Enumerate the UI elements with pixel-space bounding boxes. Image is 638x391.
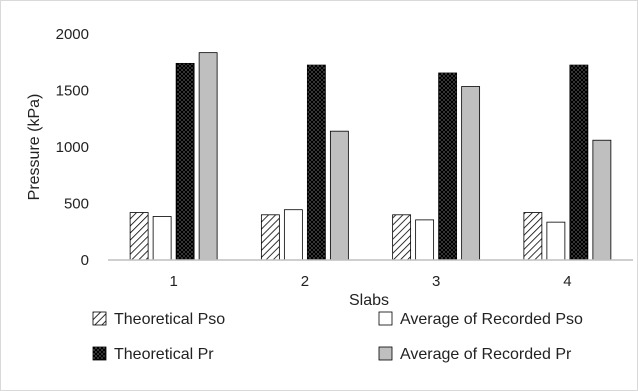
legend-label: Average of Recorded Pso bbox=[400, 311, 583, 328]
legend-label: Average of Recorded Pr bbox=[400, 346, 572, 363]
x-tick-label: 1 bbox=[169, 273, 177, 290]
bar-theoretical-pso-slab-3 bbox=[392, 214, 412, 261]
x-tick-labels: 1 2 3 4 bbox=[169, 273, 571, 290]
y-tick-label: 0 bbox=[81, 252, 89, 269]
bar-average-of-recorded-pr-slab-4 bbox=[592, 139, 612, 261]
legend-swatch-average-of-recorded-pr bbox=[378, 346, 393, 361]
bar-average-of-recorded-pr-slab-3 bbox=[461, 86, 481, 261]
legend: Theoretical Pso Average of Recorded Pso Th… bbox=[92, 311, 583, 363]
bar-average-of-recorded-pso-slab-3 bbox=[415, 219, 435, 261]
bar-average-of-recorded-pso-slab-1 bbox=[152, 216, 172, 261]
y-tick-label: 2000 bbox=[56, 26, 89, 43]
bars bbox=[129, 52, 612, 261]
x-tick-label: 3 bbox=[432, 273, 440, 290]
bar-theoretical-pr-slab-2 bbox=[306, 64, 326, 261]
bar-theoretical-pso-slab-4 bbox=[523, 212, 543, 261]
x-tick-label: 4 bbox=[563, 273, 571, 290]
bar-average-of-recorded-pso-slab-4 bbox=[546, 221, 566, 261]
bar-theoretical-pso-slab-1 bbox=[129, 212, 149, 261]
y-tick-label: 1500 bbox=[56, 83, 89, 100]
y-tick-label: 500 bbox=[64, 196, 89, 213]
legend-swatch-average-of-recorded-pso bbox=[378, 311, 393, 326]
y-tick-label: 1000 bbox=[56, 139, 89, 156]
x-axis-title: Slabs bbox=[349, 292, 389, 309]
legend-label: Theoretical Pr bbox=[114, 346, 214, 363]
legend-label: Theoretical Pso bbox=[114, 311, 225, 328]
bar-average-of-recorded-pr-slab-1 bbox=[198, 52, 218, 261]
bar-theoretical-pr-slab-3 bbox=[438, 72, 458, 261]
bar-average-of-recorded-pr-slab-2 bbox=[329, 130, 349, 261]
legend-swatch-theoretical-pr bbox=[92, 346, 107, 361]
bar-theoretical-pso-slab-2 bbox=[260, 214, 280, 261]
bar-average-of-recorded-pso-slab-2 bbox=[283, 209, 303, 261]
x-tick-label: 2 bbox=[301, 273, 309, 290]
y-tick-labels: 0 500 1000 1500 2000 bbox=[56, 26, 89, 269]
bar-theoretical-pr-slab-1 bbox=[175, 62, 195, 261]
legend-swatch-theoretical-pso bbox=[92, 311, 107, 326]
y-axis-title: Pressure (kPa) bbox=[26, 94, 43, 201]
bar-theoretical-pr-slab-4 bbox=[569, 64, 589, 261]
